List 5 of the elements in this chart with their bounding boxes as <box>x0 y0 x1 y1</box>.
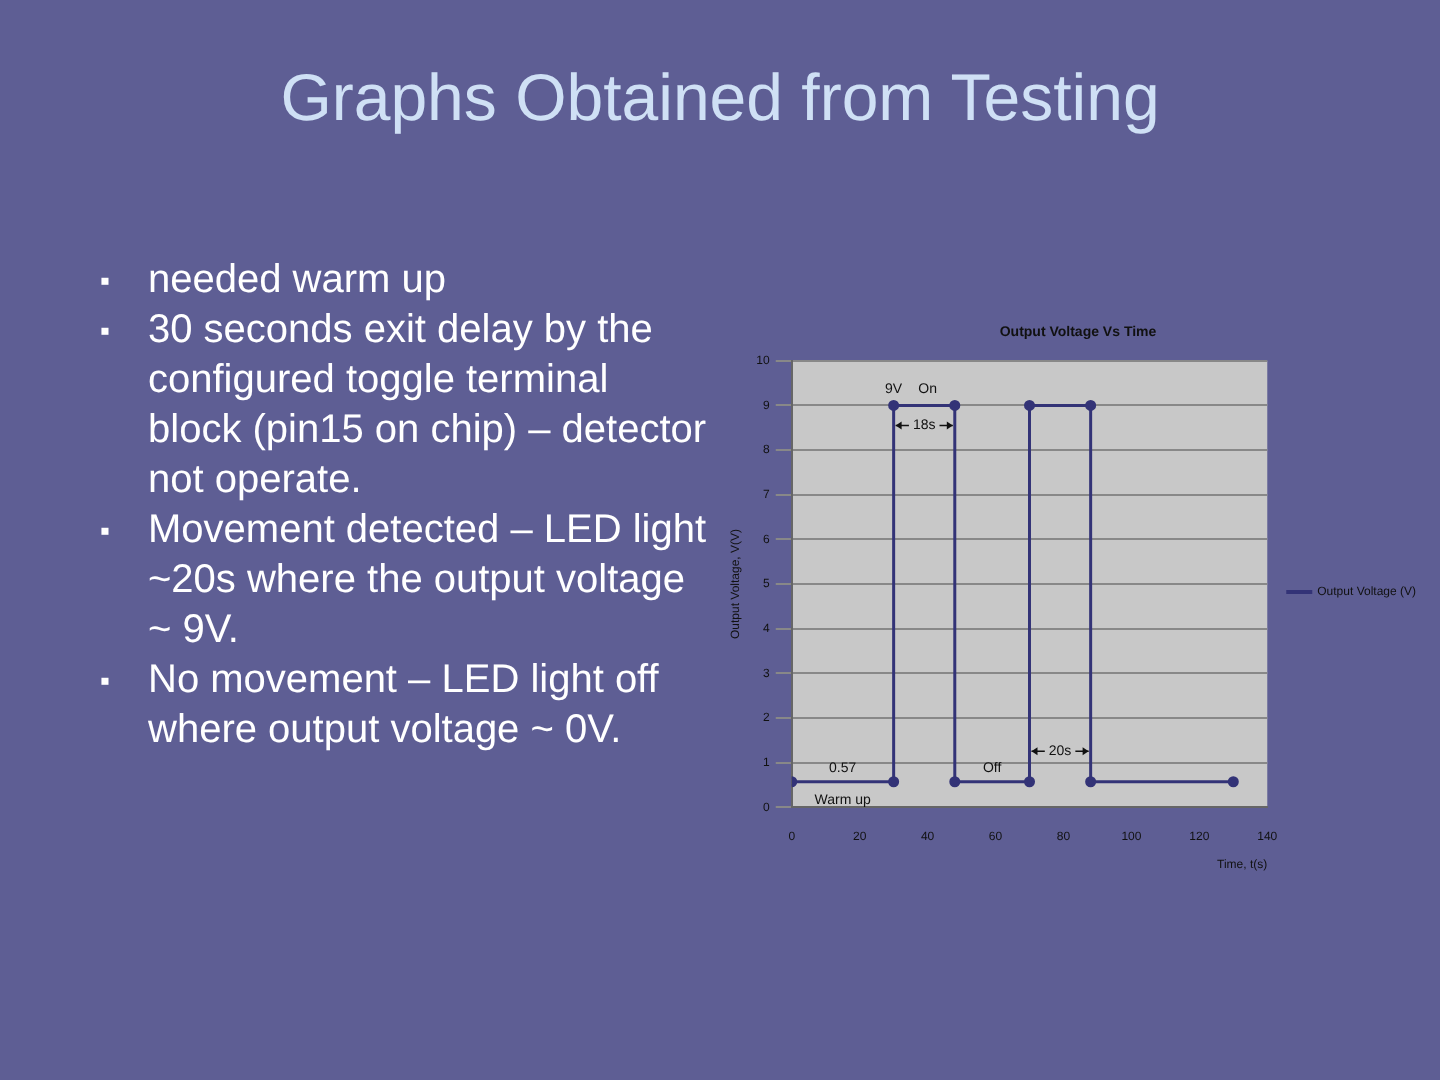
text: ▪ No movement – LED light off where output voltage ~ 0V. <box>100 658 659 752</box>
text: Graphs Obtained from Testing <box>278 60 1162 136</box>
text: ▪ needed warm up <box>100 258 446 302</box>
text: ▪ Movement detected – LED light ~20s where the output voltage ~ 9V. <box>100 508 707 652</box>
text: ▪ 30 seconds exit delay by the configured toggle terminal block (pin15 on chip) – detector not operate. <box>100 308 707 502</box>
